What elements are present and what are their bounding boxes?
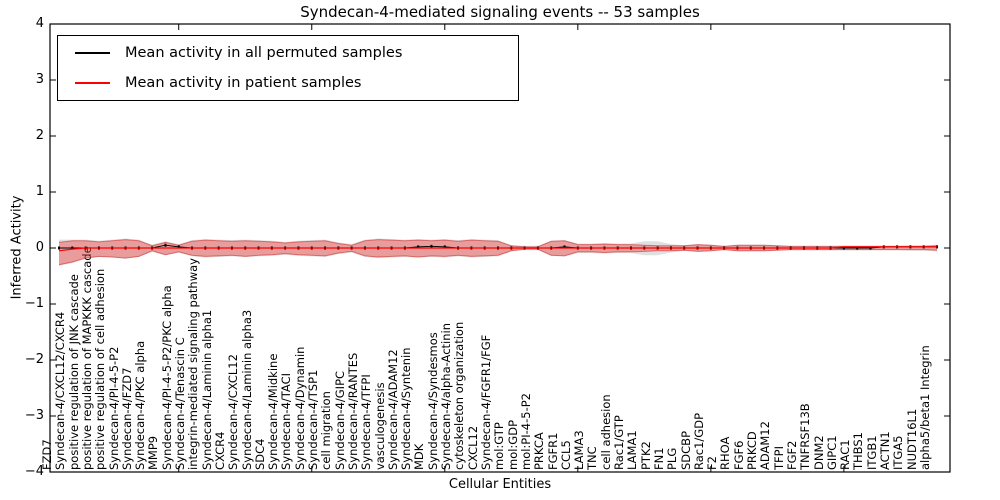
- permuted-mean-marker: [443, 245, 446, 249]
- mean-patient-line: [58, 246, 937, 252]
- permuted-mean-marker: [563, 245, 566, 249]
- y-tick-label: 4: [35, 16, 44, 31]
- legend-label: Mean activity in patient samples: [125, 75, 362, 91]
- legend-entry-permuted: Mean activity in all permuted samples: [58, 40, 518, 66]
- y-tick-label: −2: [24, 352, 44, 367]
- permuted-mean-marker: [164, 243, 167, 247]
- legend-entry-patient: Mean activity in patient samples: [58, 70, 518, 96]
- permuted-samples-envelope-band: [59, 238, 937, 266]
- patient-samples-envelope-upper-edge: [58, 239, 938, 248]
- permuted-mean-marker: [856, 246, 859, 250]
- permuted-mean-marker: [58, 246, 60, 250]
- y-tick-label: 3: [35, 72, 44, 87]
- chart-title: Syndecan-4-mediated signaling events -- …: [300, 3, 700, 21]
- permuted-mean-marker: [177, 245, 180, 249]
- patient-samples-envelope-lower-edge: [58, 248, 938, 266]
- y-tick-label: 2: [35, 128, 44, 143]
- black-line-sample: [75, 52, 110, 54]
- red-line-sample: [75, 82, 110, 84]
- permuted-mean-marker: [869, 246, 872, 250]
- permuted-mean-marker: [71, 246, 74, 250]
- y-tick-label: −3: [24, 408, 44, 423]
- y-tick-label: 1: [35, 184, 44, 199]
- x-axis-label: Cellular Entities: [448, 477, 552, 492]
- permuted-mean-marker: [430, 244, 433, 248]
- y-tick-label: −4: [24, 464, 44, 479]
- y-tick-label: 0: [35, 240, 44, 255]
- permuted-mean-marker: [842, 246, 845, 250]
- permuted-mean-marker: [417, 245, 420, 249]
- legend-label: Mean activity in all permuted samples: [125, 45, 403, 61]
- legend-box: Mean activity in all permuted samples Me…: [57, 35, 519, 101]
- y-tick-label: −1: [24, 296, 44, 311]
- patient-samples-envelope-band: [59, 239, 937, 265]
